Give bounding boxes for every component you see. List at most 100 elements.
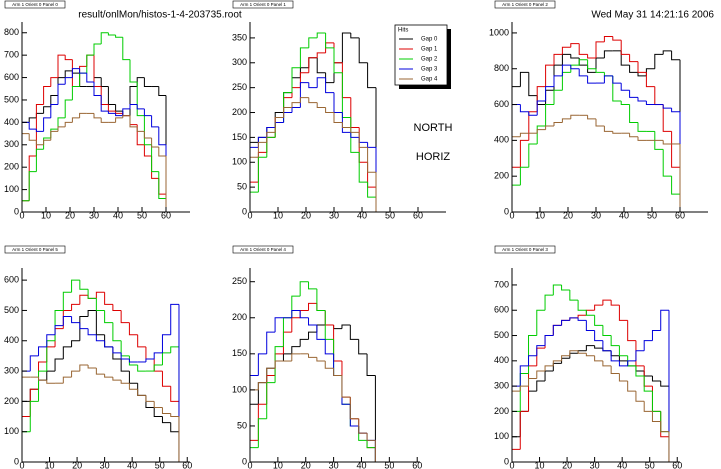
histogram-bin	[325, 77, 334, 94]
histogram-bin	[578, 68, 588, 77]
histogram-bin	[71, 340, 80, 347]
histogram-bin	[291, 67, 301, 93]
panel-title-box	[494, 0, 556, 9]
histogram-bin	[112, 304, 122, 311]
histogram-bin	[161, 416, 171, 424]
histogram-bin	[137, 389, 146, 396]
histogram-bin	[629, 133, 638, 138]
y-tick-label: 200	[4, 162, 19, 172]
histogram-bin	[64, 77, 73, 85]
file-name: result/onlMon/histos-1-4-203735.root	[78, 10, 242, 21]
histogram-bin	[512, 385, 521, 462]
histogram-bin	[95, 298, 105, 311]
y-tick-label: 50	[237, 182, 247, 192]
histogram-bin	[71, 370, 80, 378]
histogram-bin	[333, 112, 343, 123]
histogram-bin	[129, 103, 138, 109]
histogram-bin	[519, 365, 529, 387]
x-tick-label: 50	[385, 210, 395, 220]
histogram-bin	[612, 75, 622, 102]
histogram-bin	[38, 346, 47, 356]
histogram-bin	[561, 64, 571, 76]
histogram-bin	[316, 324, 326, 340]
histogram-bin	[519, 385, 529, 392]
histogram-bin	[668, 310, 678, 462]
histogram-bin	[257, 353, 267, 376]
histogram-bin	[561, 319, 570, 326]
histogram-bin	[79, 364, 89, 372]
histogram-bin	[536, 129, 546, 134]
histogram-bin	[316, 357, 326, 362]
histogram-bin	[22, 416, 31, 462]
histogram-bin	[120, 352, 130, 360]
y-tick-label: 300	[4, 139, 19, 149]
x-tick-label: 50	[384, 460, 394, 469]
histogram-bin	[161, 334, 171, 353]
histogram-bin	[637, 97, 647, 102]
x-tick-label: 60	[182, 460, 192, 469]
histogram-bin	[87, 289, 97, 299]
x-tick-label: 20	[65, 210, 75, 220]
legend-label: Gap 3	[421, 67, 438, 73]
y-tick-label: 150	[232, 348, 247, 358]
y-tick-label: 0	[504, 456, 509, 466]
panel-title: Arm 1 Orient 0 Panel 1	[240, 2, 286, 7]
legend-label: Gap 1	[421, 47, 438, 53]
histogram-bin	[266, 331, 276, 354]
histogram-bin	[603, 126, 613, 132]
histogram-bin	[158, 147, 166, 157]
y-tick-label: 600	[4, 72, 19, 82]
histogram-bin	[570, 43, 580, 48]
y-tick-label: 100	[4, 426, 19, 436]
histogram-bin	[257, 418, 267, 448]
histogram-bin	[569, 350, 579, 356]
histogram-bin	[316, 102, 326, 109]
histogram-bin	[662, 104, 672, 109]
histogram-bin	[325, 107, 334, 114]
histogram-bin	[274, 360, 284, 369]
histogram-bin	[545, 125, 554, 130]
histogram-bin	[618, 305, 628, 321]
histogram-bin	[115, 117, 123, 123]
histogram-bin	[552, 324, 562, 336]
x-tick-label: 50	[647, 210, 657, 220]
histogram-bin	[35, 129, 44, 132]
y-tick-label: 400	[4, 335, 19, 345]
y-tick-label: 100	[232, 384, 247, 394]
panel-title-box	[4, 245, 66, 254]
histogram-bin	[629, 65, 638, 73]
y-tick-label: 250	[232, 82, 247, 92]
histogram-bin	[512, 410, 521, 462]
histogram-bin	[122, 108, 130, 116]
histogram-bin	[104, 340, 113, 348]
histogram-bin	[671, 108, 680, 113]
histogram-bin	[662, 149, 672, 177]
histogram-bin	[153, 364, 163, 372]
histogram-bin	[512, 104, 521, 212]
histogram-bin	[577, 314, 587, 318]
histogram-bin	[143, 115, 152, 146]
histogram-bin	[660, 421, 669, 433]
histogram-bin	[528, 111, 538, 116]
y-tick-label: 700	[494, 279, 509, 289]
histogram-bin	[603, 36, 613, 42]
histogram-bin	[350, 127, 360, 133]
x-tick-label: 20	[301, 210, 311, 220]
histogram-bin	[57, 117, 66, 130]
histogram-bin	[375, 172, 385, 212]
histogram-bin	[528, 72, 538, 97]
y-tick-label: 150	[232, 132, 247, 142]
histogram-bin	[643, 376, 653, 392]
histogram-bin	[519, 139, 529, 168]
x-tick-label: 0	[509, 210, 514, 220]
histogram-bin	[552, 284, 562, 296]
date: Wed May 31 14:21:16 2006	[591, 10, 714, 21]
histogram-bin	[561, 118, 571, 123]
histogram-bin	[35, 148, 44, 172]
histogram-bin	[612, 36, 622, 41]
histogram-bin	[250, 141, 259, 212]
histogram-bin	[662, 140, 672, 145]
histogram-bin	[250, 403, 259, 462]
histogram-bin	[79, 322, 89, 330]
histogram-bin	[587, 54, 596, 59]
